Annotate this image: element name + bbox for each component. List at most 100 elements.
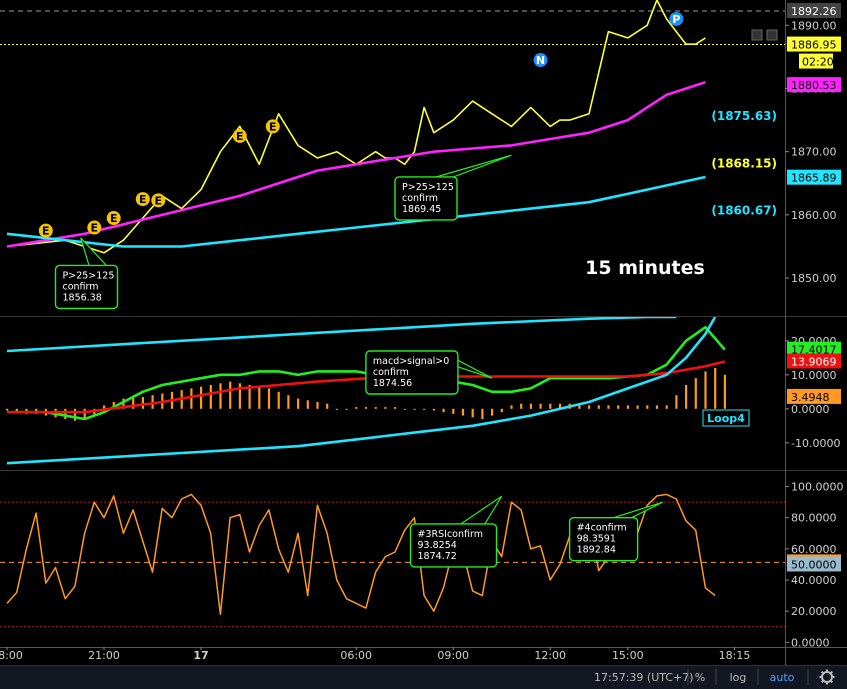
- histogram-bar: [452, 408, 455, 414]
- series-line: [6, 317, 717, 465]
- annotation-text: 1869.45: [402, 204, 441, 215]
- histogram-bar: [665, 405, 668, 409]
- histogram-bar: [636, 405, 639, 409]
- histogram-bar: [306, 400, 309, 409]
- histogram-bar: [558, 403, 562, 409]
- histogram-bar: [597, 405, 600, 409]
- log-toggle[interactable]: log: [730, 671, 747, 684]
- histogram-bar: [316, 402, 319, 409]
- annotation-box: [394, 176, 458, 221]
- histogram-bar: [83, 408, 86, 419]
- histogram-bar: [190, 388, 193, 409]
- price-label: 1865.89: [791, 172, 837, 185]
- histogram-bar: [578, 405, 581, 409]
- histogram-bar: [481, 408, 484, 419]
- signal-marker: [265, 119, 280, 134]
- chart-title: 15 minutes: [585, 257, 705, 279]
- price-label-bg: [787, 36, 841, 52]
- annotation-text: 1892.84: [577, 545, 616, 556]
- histogram-bar: [704, 371, 707, 409]
- price-label-bg: [787, 556, 841, 572]
- annotation-box: [54, 264, 119, 310]
- percent-toggle[interactable]: %: [695, 671, 705, 684]
- histogram-bar: [675, 395, 678, 409]
- histogram-bar: [723, 374, 726, 409]
- gear-icon[interactable]: [819, 669, 835, 685]
- annotation-text: confirm: [63, 281, 99, 292]
- histogram-bar: [432, 408, 435, 411]
- signal-marker: [106, 211, 121, 226]
- histogram-bar: [413, 408, 416, 410]
- histogram-bar: [520, 403, 523, 409]
- window-button[interactable]: [766, 29, 778, 41]
- histogram-bar: [617, 405, 620, 409]
- signal-marker-label: E: [269, 120, 277, 133]
- histogram-bar: [510, 405, 513, 409]
- price-label-bg: [787, 77, 841, 93]
- y-tick-label: 10.0000: [791, 369, 837, 382]
- histogram-bar: [15, 408, 18, 413]
- gear-icon-tooth: [829, 670, 834, 675]
- histogram-bar: [229, 381, 232, 409]
- histogram-bar: [646, 405, 649, 409]
- histogram-bar: [112, 402, 115, 409]
- y-tick-label: 100.0000: [791, 481, 844, 494]
- countdown-label: 02:20: [802, 56, 834, 69]
- y-tick-label: 80.0000: [791, 512, 837, 525]
- histogram-bar: [200, 386, 203, 409]
- y-tick-label: 20.0000: [791, 605, 837, 618]
- series-line: [6, 493, 716, 616]
- price-label-bg: [787, 341, 841, 357]
- gear-icon-tooth: [829, 679, 834, 684]
- histogram-bar: [6, 408, 9, 411]
- signal-marker-label: N: [536, 54, 545, 67]
- price-label-bg: [787, 353, 841, 369]
- x-tick-label: 21:00: [88, 649, 120, 662]
- x-tick-label: 18:00: [0, 649, 23, 662]
- annotation-box: [409, 523, 498, 568]
- level-label: (1860.67): [711, 204, 777, 218]
- signal-marker-label: E: [91, 222, 99, 235]
- histogram-bar: [258, 386, 261, 409]
- price-label: 1880.53: [791, 79, 837, 92]
- signal-marker: [232, 128, 247, 143]
- histogram-bar: [355, 407, 358, 409]
- price-label-bg: [787, 169, 841, 185]
- signal-marker: [87, 220, 102, 235]
- histogram-bar: [694, 378, 697, 409]
- price-label: 50.0000: [791, 558, 837, 571]
- histogram-bar: [238, 383, 241, 409]
- loop-label[interactable]: Loop4: [707, 412, 745, 425]
- price-label-bg: [787, 2, 841, 18]
- window-button[interactable]: [751, 29, 763, 41]
- histogram-bar: [500, 408, 503, 413]
- histogram-bar: [209, 385, 212, 409]
- annotation-text: P>25>125: [402, 182, 454, 193]
- x-tick-label: 15:00: [612, 649, 644, 662]
- histogram-bar: [132, 396, 135, 409]
- price-label: 13.9069: [791, 356, 837, 369]
- annotation-box: [365, 350, 459, 395]
- signal-marker-label: E: [236, 130, 244, 143]
- loop-label-bg: [702, 409, 750, 427]
- auto-toggle[interactable]: auto: [770, 671, 795, 684]
- gear-icon-tooth: [820, 679, 825, 684]
- price-label-bg: [787, 388, 841, 404]
- histogram-bar: [326, 403, 329, 409]
- histogram-bar: [364, 407, 368, 409]
- status-bar: [0, 665, 847, 689]
- histogram-bar: [539, 403, 542, 409]
- histogram-bar: [73, 408, 77, 421]
- series-line: [6, 80, 706, 248]
- gear-icon-tooth: [820, 670, 825, 675]
- countdown-bg: [799, 53, 833, 69]
- signal-marker: [135, 192, 150, 207]
- histogram-bar: [714, 368, 717, 409]
- signal-marker: [151, 193, 166, 208]
- series-line: [6, 175, 706, 248]
- annotation-text: confirm: [373, 367, 409, 378]
- histogram-bar: [141, 396, 144, 409]
- y-tick-label: 1870.00: [791, 146, 837, 159]
- histogram-bar: [103, 405, 106, 409]
